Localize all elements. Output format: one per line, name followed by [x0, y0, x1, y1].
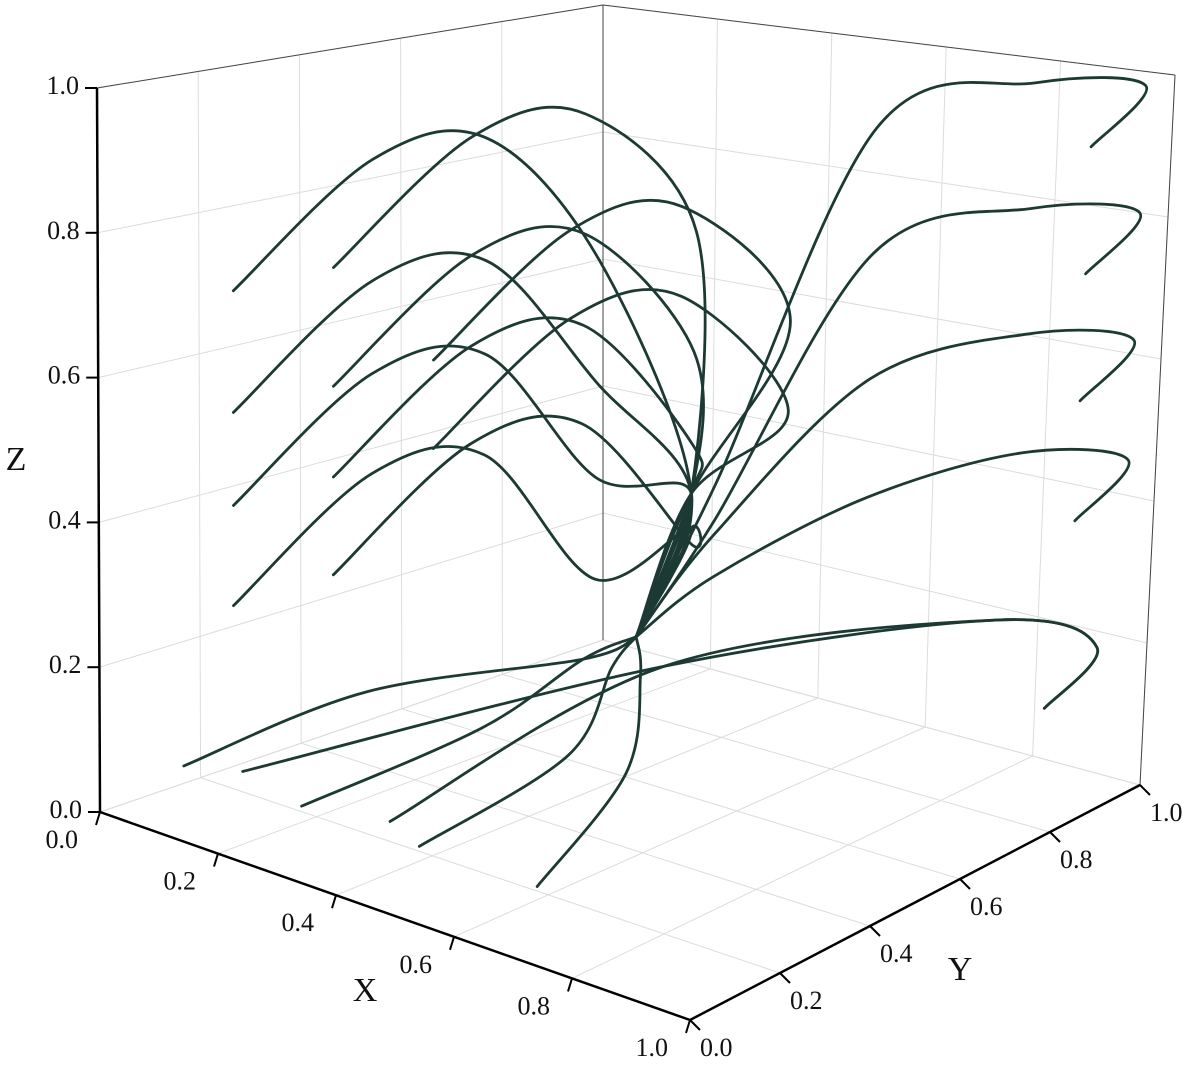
y-tick-label: 0.6 [970, 892, 1003, 921]
z-tick-label: 0.4 [48, 505, 81, 534]
x-tick-label: 0.4 [282, 908, 315, 937]
y-tick [779, 972, 791, 984]
y-axis-line [689, 783, 1141, 1022]
grid-line [99, 512, 604, 668]
streamline [634, 202, 1143, 639]
streamline [431, 288, 790, 639]
x-tick [567, 978, 573, 992]
y-tick-label: 0.2 [790, 986, 823, 1015]
streamline [300, 635, 638, 808]
grid-line [298, 54, 302, 744]
grid-line [602, 385, 1155, 502]
grid-line [571, 755, 1033, 979]
streamline [231, 251, 694, 639]
x-tick [685, 1019, 691, 1034]
streamline [331, 316, 704, 639]
x-tick-label: 0.8 [518, 991, 551, 1020]
y-tick [689, 1019, 701, 1031]
x-tick-label: 0.6 [400, 950, 433, 979]
grid-line [817, 32, 833, 699]
grid-line [602, 512, 1148, 644]
y-tick-label: 1.0 [1150, 798, 1182, 827]
streamline [331, 414, 703, 639]
grid-line [401, 708, 961, 880]
z-axis-line [95, 87, 102, 813]
grid-line [301, 742, 871, 927]
streamline [231, 129, 694, 639]
x-tick-label: 0.2 [164, 867, 197, 896]
grid-line [97, 131, 604, 234]
streamline [388, 618, 1100, 823]
x-axis-title: X [353, 972, 378, 1009]
y-tick [1049, 831, 1061, 843]
x-tick [449, 936, 455, 951]
streamlines [182, 76, 1149, 888]
y-tick [959, 878, 971, 890]
y-tick [869, 925, 881, 937]
pane-edge [1139, 74, 1176, 786]
grid-line [400, 38, 403, 709]
x-tick [213, 853, 219, 867]
streamline [432, 198, 792, 639]
streamline [241, 618, 1100, 773]
streamline [232, 445, 693, 639]
z-tick-label: 0.8 [47, 216, 80, 245]
y-tick-label: 0.0 [700, 1033, 733, 1062]
y-tick-label: 0.4 [880, 939, 913, 968]
streamline [535, 635, 643, 888]
x-tick [331, 894, 337, 909]
x-tick-label: 0.0 [46, 825, 79, 854]
y-tick-label: 0.8 [1060, 845, 1093, 874]
x-tick [95, 811, 101, 826]
grid-line [197, 71, 202, 778]
pane-edge [602, 4, 1176, 76]
grid-line [501, 21, 503, 675]
z-tick-label: 0.6 [48, 361, 81, 390]
grid-line [453, 726, 926, 938]
grid-line [1032, 60, 1062, 757]
grid-line [602, 258, 1162, 360]
x-axis-line [99, 810, 691, 1022]
streamline [232, 344, 694, 639]
grid-line [98, 385, 604, 523]
grid-line [200, 777, 781, 974]
y-tick [1139, 784, 1151, 796]
z-axis-title: Z [6, 441, 27, 478]
z-tick-label: 0.2 [49, 650, 82, 679]
pane-edge [96, 4, 604, 89]
grid-line [602, 639, 1141, 786]
grid-line [217, 668, 711, 855]
grid-line [98, 258, 604, 379]
x-tick-label: 1.0 [636, 1033, 669, 1062]
grid-line [502, 673, 1051, 833]
grid-line [709, 18, 718, 670]
grid-line [335, 697, 818, 896]
z-tick-label: 1.0 [47, 71, 80, 100]
streamline [634, 76, 1149, 639]
axes: 0.0 0.2 0.4 0.6 0.8 1.0 0.0 0.2 0.4 0.6 0.8 1.0 0.0 0… [46, 71, 1182, 1062]
y-axis-title: Y [948, 951, 973, 988]
streamline [182, 635, 638, 768]
streamline [634, 447, 1131, 639]
grid-line [924, 46, 947, 728]
streamline [634, 328, 1137, 639]
streamline [417, 635, 638, 848]
z-tick-label: 0.0 [50, 795, 83, 824]
